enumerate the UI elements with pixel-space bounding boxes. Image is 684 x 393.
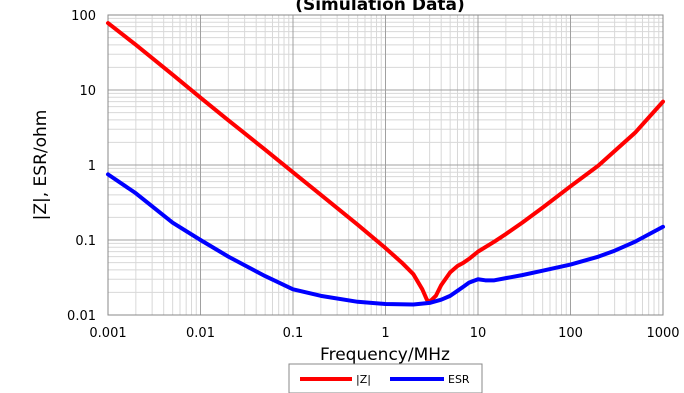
y-axis-label: |Z|, ESR/ohm <box>31 110 51 221</box>
legend: |Z| ESR <box>288 363 483 393</box>
chart-title: (Simulation Data) <box>295 0 465 15</box>
series-line-esr <box>106 172 665 307</box>
grid-lines <box>107 14 664 316</box>
plot-area-border <box>107 14 664 316</box>
y-tick-label: 100 <box>71 9 96 24</box>
y-tick-label: 0.1 <box>75 234 96 249</box>
x-tick-label: 10 <box>470 326 487 341</box>
y-tick-label: 10 <box>79 84 96 99</box>
x-tick-label: 1 <box>381 326 389 341</box>
series-layer <box>106 21 665 307</box>
x-tick-label: 0.01 <box>186 326 215 341</box>
x-tick-label: 0.001 <box>89 326 126 341</box>
x-tick-label: 1000 <box>646 326 679 341</box>
x-tick-label: 100 <box>558 326 583 341</box>
x-tick-label: 0.1 <box>283 326 304 341</box>
legend-label-z: |Z| <box>356 373 371 386</box>
x-axis-label: Frequency/MHz <box>320 345 450 365</box>
series-line-z <box>106 21 665 304</box>
y-tick-label: 0.01 <box>67 309 96 324</box>
legend-label-esr: ESR <box>448 373 470 386</box>
tick-labels: 0.001 0.01 0.1 1 10 100 1000 0.01 0.1 1 10 100 <box>67 9 680 341</box>
y-tick-label: 1 <box>88 159 96 174</box>
